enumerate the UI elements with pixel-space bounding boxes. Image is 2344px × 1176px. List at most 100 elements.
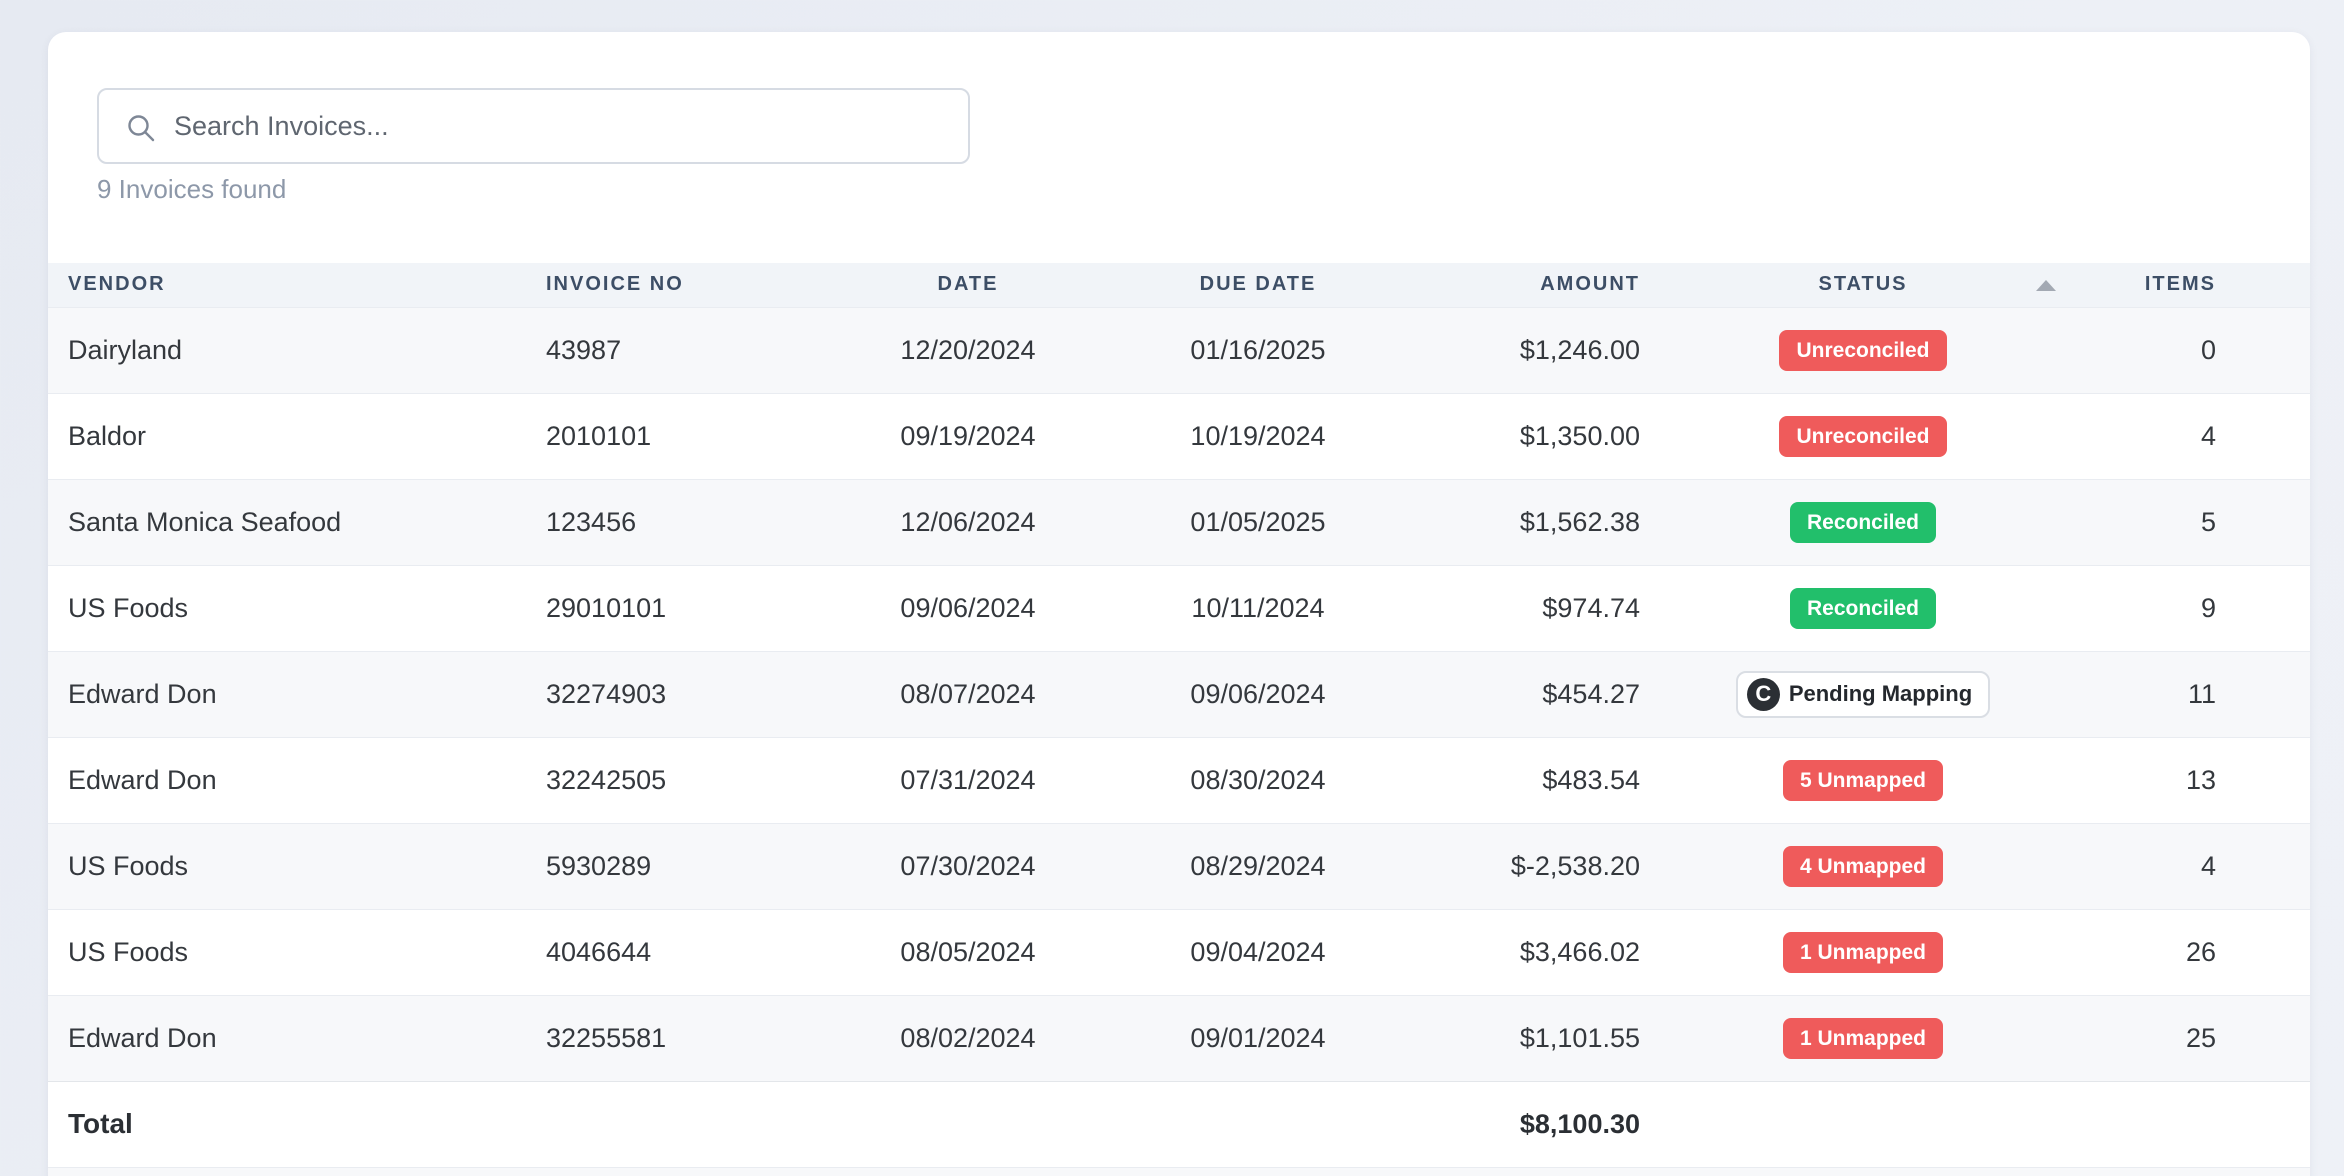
- table-header-row: VENDOR INVOICE NO DATE DUE DATE AMOUNT STATUS…: [48, 263, 2310, 307]
- status-badge-unmapped[interactable]: 1 Unmapped: [1782, 1017, 1944, 1059]
- column-header-label: VENDOR: [68, 273, 166, 296]
- cell-vendor: US Foods: [68, 592, 189, 623]
- invoices-panel: 9 Invoices found VENDOR INVOICE NO DATE DUE…: [48, 32, 2310, 1176]
- cell-date: 12/06/2024: [900, 506, 1036, 537]
- cell-date: 08/07/2024: [900, 678, 1036, 709]
- cell-items: 5: [2200, 506, 2216, 537]
- cell-invoice-no: 123456: [546, 506, 637, 537]
- cell-vendor: Edward Don: [68, 764, 217, 795]
- cell-status: Reconciled: [1648, 479, 2078, 565]
- cell-amount: $1,101.55: [1519, 1022, 1640, 1053]
- cell-date: 07/31/2024: [900, 764, 1036, 795]
- cell-due-date: 09/06/2024: [1190, 678, 1326, 709]
- cell-items: 11: [2187, 678, 2216, 709]
- column-header-label: DATE: [937, 273, 999, 296]
- status-badge-unreconciled[interactable]: Unreconciled: [1779, 415, 1947, 457]
- cell-due-date: 01/05/2025: [1190, 506, 1326, 537]
- cell-status: 5 Unmapped: [1648, 737, 2078, 823]
- column-header-label: INVOICE NO: [546, 273, 684, 296]
- invoices-table: VENDOR INVOICE NO DATE DUE DATE AMOUNT STATUS…: [48, 263, 2310, 1167]
- column-header-date[interactable]: DATE: [838, 263, 1098, 307]
- cell-amount: $483.54: [1542, 764, 1640, 795]
- cell-status: 1 Unmapped: [1648, 909, 2078, 995]
- cell-status: 4 Unmapped: [1648, 823, 2078, 909]
- total-label: Total: [68, 1108, 133, 1140]
- column-header-label: DUE DATE: [1199, 273, 1317, 296]
- cell-invoice-no: 43987: [546, 334, 622, 365]
- invoice-row[interactable]: US Foods 4046644 08/05/2024 09/04/2024 $3,46…: [48, 909, 2310, 995]
- cell-due-date: 08/29/2024: [1190, 850, 1326, 881]
- cell-vendor: Dairyland: [68, 334, 183, 365]
- results-count: 9 Invoices found: [97, 174, 287, 204]
- cell-vendor: Edward Don: [68, 1022, 217, 1053]
- column-header-due-date[interactable]: DUE DATE: [1098, 263, 1418, 307]
- cell-status: C Pending Mapping: [1648, 651, 2078, 737]
- invoice-row[interactable]: Santa Monica Seafood 123456 12/06/2024 01/0…: [48, 479, 2310, 565]
- cell-due-date: 10/19/2024: [1190, 420, 1326, 451]
- status-badge-unmapped[interactable]: 4 Unmapped: [1782, 845, 1944, 887]
- cell-date: 07/30/2024: [900, 850, 1036, 881]
- cell-amount: $454.27: [1542, 678, 1640, 709]
- cell-items: 26: [2185, 936, 2216, 967]
- cell-invoice-no: 32255581: [546, 1022, 667, 1053]
- cell-status: 1 Unmapped: [1648, 995, 2078, 1081]
- status-badge-reconciled[interactable]: Reconciled: [1789, 587, 1937, 629]
- invoice-row[interactable]: Dairyland 43987 12/20/2024 01/16/2025 $1,246…: [48, 307, 2310, 393]
- invoice-row[interactable]: Edward Don 32255581 08/02/2024 09/01/2024 $1…: [48, 995, 2310, 1081]
- cell-vendor: Baldor: [68, 420, 147, 451]
- search-icon: [128, 115, 155, 142]
- search-input[interactable]: [99, 90, 968, 162]
- sort-arrow-icon[interactable]: [2036, 280, 2056, 291]
- cell-items: 13: [2185, 764, 2216, 795]
- status-badge-pending[interactable]: C Pending Mapping: [1735, 670, 1991, 718]
- cell-amount: $-2,538.20: [1510, 850, 1640, 881]
- cell-due-date: 01/16/2025: [1190, 334, 1326, 365]
- cell-items: 25: [2185, 1022, 2216, 1053]
- cell-status: Reconciled: [1648, 565, 2078, 651]
- column-header-label: AMOUNT: [1540, 273, 1640, 296]
- total-amount: $8,100.30: [1519, 1108, 1640, 1139]
- invoice-row[interactable]: Edward Don 32274903 08/07/2024 09/06/2024 $4…: [48, 651, 2310, 737]
- invoice-row[interactable]: Edward Don 32242505 07/31/2024 08/30/2024 $4…: [48, 737, 2310, 823]
- cell-date: 08/02/2024: [900, 1022, 1036, 1053]
- cell-due-date: 08/30/2024: [1190, 764, 1326, 795]
- status-badge-unmapped[interactable]: 5 Unmapped: [1782, 759, 1944, 801]
- cell-due-date: 09/01/2024: [1190, 1022, 1326, 1053]
- cell-invoice-no: 32274903: [546, 678, 667, 709]
- cell-items: 0: [2200, 334, 2216, 365]
- cell-amount: $974.74: [1542, 592, 1640, 623]
- status-badge-unmapped[interactable]: 1 Unmapped: [1782, 931, 1944, 973]
- cell-amount: $1,562.38: [1519, 506, 1640, 537]
- cell-status: Unreconciled: [1648, 393, 2078, 479]
- column-header-vendor[interactable]: VENDOR: [48, 263, 518, 307]
- status-badge-reconciled[interactable]: Reconciled: [1789, 501, 1937, 543]
- cell-date: 09/06/2024: [900, 592, 1036, 623]
- cell-items: 4: [2200, 420, 2216, 451]
- column-header-status[interactable]: STATUS: [1648, 263, 2078, 307]
- cell-invoice-no: 32242505: [546, 764, 667, 795]
- pending-logo-icon: C: [1746, 677, 1780, 711]
- column-header-label: STATUS: [1818, 273, 1908, 296]
- invoice-row[interactable]: US Foods 5930289 07/30/2024 08/29/2024 $-2,5…: [48, 823, 2310, 909]
- cell-vendor: Edward Don: [68, 678, 217, 709]
- cell-vendor: US Foods: [68, 850, 189, 881]
- cell-date: 09/19/2024: [900, 420, 1036, 451]
- invoice-row[interactable]: Baldor 2010101 09/19/2024 10/19/2024 $1,350.…: [48, 393, 2310, 479]
- cell-amount: $1,350.00: [1519, 420, 1640, 451]
- cell-due-date: 09/04/2024: [1190, 936, 1326, 967]
- cell-vendor: Santa Monica Seafood: [68, 506, 342, 537]
- cell-status: Unreconciled: [1648, 307, 2078, 393]
- cell-items: 4: [2200, 850, 2216, 881]
- status-badge-unreconciled[interactable]: Unreconciled: [1779, 329, 1947, 371]
- status-badge-label: Pending Mapping: [1788, 681, 1973, 706]
- cell-items: 9: [2200, 592, 2216, 623]
- search-box[interactable]: [97, 88, 970, 164]
- cell-date: 12/20/2024: [900, 334, 1036, 365]
- invoice-table-body: Dairyland 43987 12/20/2024 01/16/2025 $1,246…: [48, 307, 2310, 1081]
- column-header-items[interactable]: ITEMS: [2078, 263, 2310, 307]
- cell-due-date: 10/11/2024: [1191, 592, 1325, 623]
- column-header-invoice-no[interactable]: INVOICE NO: [518, 263, 838, 307]
- column-header-amount[interactable]: AMOUNT: [1418, 263, 1648, 307]
- invoice-row[interactable]: US Foods 29010101 09/06/2024 10/11/2024 $974…: [48, 565, 2310, 651]
- cell-vendor: US Foods: [68, 936, 189, 967]
